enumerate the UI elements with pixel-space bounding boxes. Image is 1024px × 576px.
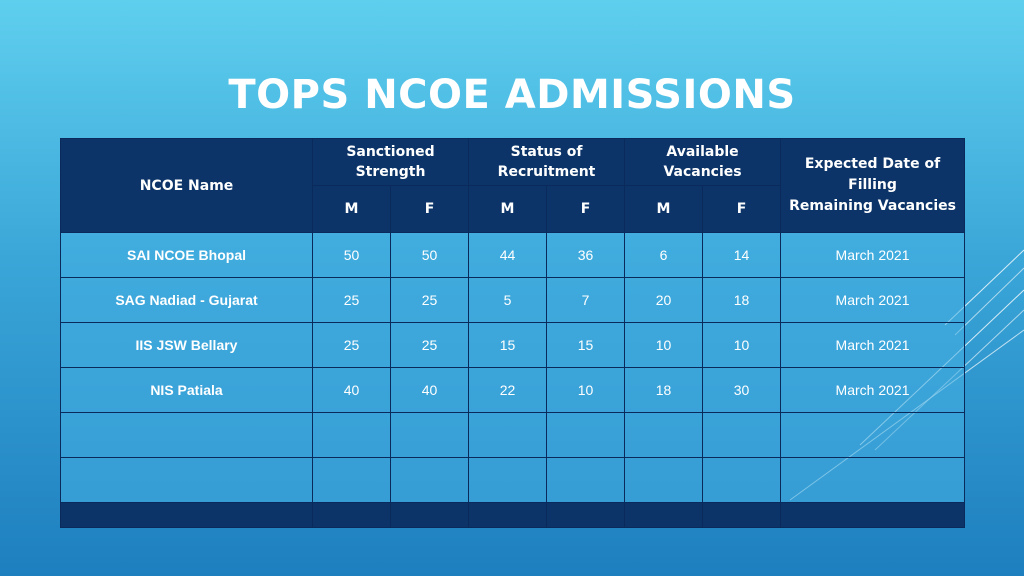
- row-name: NIS Patiala: [60, 367, 313, 413]
- table-footer-row: [60, 502, 966, 528]
- cell-value: 25: [389, 322, 470, 368]
- header-sub-m: M: [312, 185, 391, 233]
- table-row: NIS Patiala 40 40 22 10 18 30 March 2021: [60, 367, 966, 413]
- empty-cell: [389, 502, 470, 528]
- page-title: TOPS NCOE ADMISSIONS: [228, 72, 796, 118]
- header-available-vacancies: Available Vacancies: [624, 138, 782, 186]
- cell-date: March 2021: [780, 322, 966, 368]
- cell-value: 10: [702, 322, 782, 368]
- cell-value: 50: [389, 232, 470, 278]
- header-sub-f: F: [546, 185, 626, 233]
- cell-value: 25: [389, 277, 470, 323]
- empty-cell: [312, 502, 391, 528]
- table-row: SAI NCOE Bhopal 50 50 44 36 6 14 March 2…: [60, 232, 966, 278]
- cell-value: 10: [624, 322, 704, 368]
- table-row: SAG Nadiad - Gujarat 25 25 5 7 20 18 Mar…: [60, 277, 966, 323]
- row-name: SAG Nadiad - Gujarat: [60, 277, 313, 323]
- cell-value: 18: [624, 367, 704, 413]
- cell-value: 22: [468, 367, 548, 413]
- empty-cell: [312, 457, 391, 503]
- header-sub-m: M: [468, 185, 548, 233]
- empty-cell: [546, 457, 626, 503]
- header-sub-f: F: [389, 185, 470, 233]
- row-name: IIS JSW Bellary: [60, 322, 313, 368]
- empty-cell: [546, 412, 626, 458]
- empty-cell: [702, 412, 782, 458]
- cell-value: 36: [546, 232, 626, 278]
- header-expected-date: Expected Date of Filling Remaining Vacanc…: [780, 138, 966, 233]
- empty-cell: [60, 412, 313, 458]
- empty-cell: [60, 457, 313, 503]
- header-ncoe-name: NCOE Name: [60, 138, 313, 233]
- empty-cell: [780, 412, 966, 458]
- cell-value: 18: [702, 277, 782, 323]
- empty-cell: [780, 457, 966, 503]
- cell-date: March 2021: [780, 277, 966, 323]
- empty-cell: [60, 502, 313, 528]
- cell-value: 15: [468, 322, 548, 368]
- cell-value: 7: [546, 277, 626, 323]
- cell-value: 10: [546, 367, 626, 413]
- empty-cell: [389, 412, 470, 458]
- header-status-of-recruitment: Status of Recruitment: [468, 138, 626, 186]
- cell-value: 44: [468, 232, 548, 278]
- empty-cell: [624, 412, 704, 458]
- cell-value: 20: [624, 277, 704, 323]
- empty-cell: [624, 502, 704, 528]
- cell-value: 6: [624, 232, 704, 278]
- cell-value: 5: [468, 277, 548, 323]
- empty-cell: [468, 412, 548, 458]
- table-row-empty: [60, 457, 966, 503]
- cell-value: 30: [702, 367, 782, 413]
- row-name: SAI NCOE Bhopal: [60, 232, 313, 278]
- header-sub-m: M: [624, 185, 704, 233]
- table-row-empty: [60, 412, 966, 458]
- empty-cell: [312, 412, 391, 458]
- admissions-table: NCOE Name Sanctioned Strength Status of Re…: [60, 138, 966, 528]
- cell-date: March 2021: [780, 367, 966, 413]
- empty-cell: [468, 457, 548, 503]
- empty-cell: [389, 457, 470, 503]
- empty-cell: [546, 502, 626, 528]
- cell-value: 40: [312, 367, 391, 413]
- empty-cell: [780, 502, 966, 528]
- empty-cell: [624, 457, 704, 503]
- cell-value: 15: [546, 322, 626, 368]
- cell-value: 25: [312, 322, 391, 368]
- header-sanctioned-strength: Sanctioned Strength: [311, 138, 470, 186]
- cell-value: 50: [312, 232, 391, 278]
- table-row: IIS JSW Bellary 25 25 15 15 10 10 March …: [60, 322, 966, 368]
- cell-value: 25: [312, 277, 391, 323]
- cell-value: 14: [702, 232, 782, 278]
- empty-cell: [702, 457, 782, 503]
- header-sub-f: F: [702, 185, 782, 233]
- cell-date: March 2021: [780, 232, 966, 278]
- empty-cell: [702, 502, 782, 528]
- cell-value: 40: [389, 367, 470, 413]
- empty-cell: [468, 502, 548, 528]
